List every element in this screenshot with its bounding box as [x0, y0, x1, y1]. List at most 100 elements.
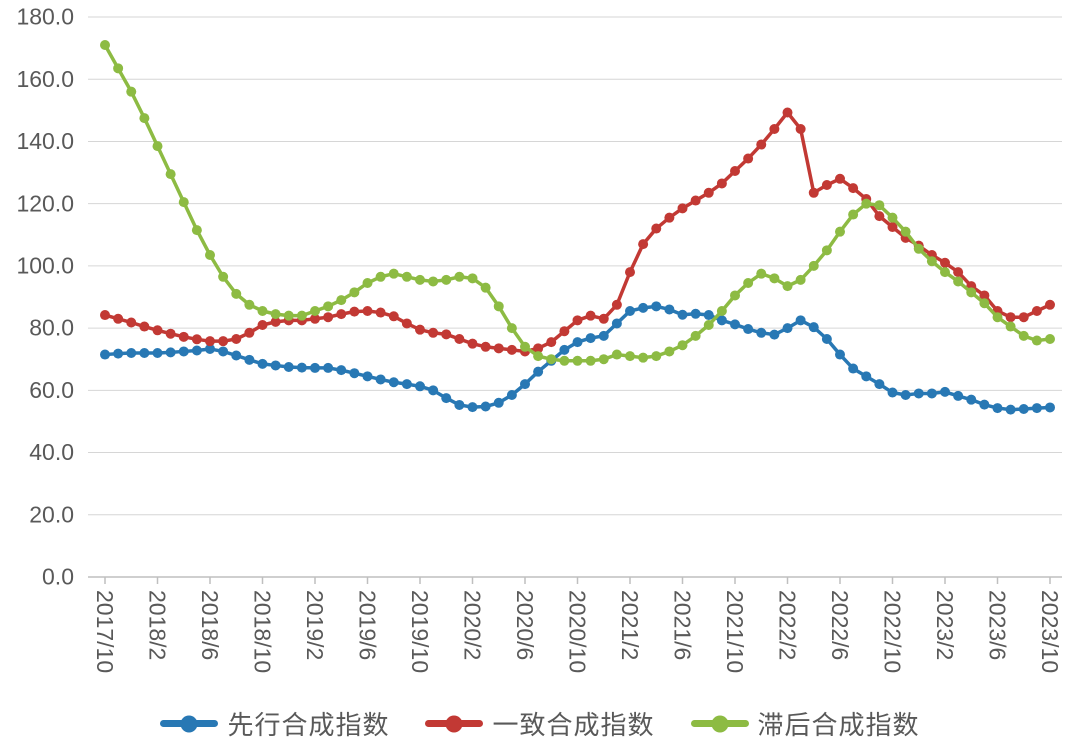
data-point	[572, 355, 583, 366]
data-point	[362, 371, 373, 382]
data-point	[992, 403, 1003, 414]
data-point	[100, 40, 110, 50]
data-point	[730, 166, 740, 176]
data-point	[900, 390, 911, 400]
data-point	[257, 306, 268, 316]
data-point	[1018, 404, 1029, 414]
data-point	[257, 358, 268, 369]
data-point	[388, 311, 399, 322]
data-point	[743, 324, 754, 335]
data-point	[611, 318, 622, 329]
data-point	[1005, 321, 1016, 332]
data-point	[1005, 312, 1016, 323]
leading-index-marker-icon	[160, 720, 219, 727]
data-point	[493, 301, 504, 312]
data-point	[756, 327, 767, 338]
y-tick-label: 100.0	[16, 252, 74, 278]
x-tick-label: 2018/6	[197, 590, 223, 660]
data-point	[782, 107, 793, 118]
data-point	[703, 320, 714, 330]
data-point	[651, 223, 662, 234]
data-point	[283, 362, 294, 372]
data-point	[664, 304, 675, 315]
data-point	[887, 387, 898, 398]
data-point	[310, 362, 320, 373]
data-point	[178, 346, 189, 357]
y-tick-label: 180.0	[16, 4, 74, 30]
data-point	[139, 321, 150, 332]
data-point	[388, 268, 399, 279]
data-point	[126, 348, 137, 358]
data-point	[244, 299, 255, 310]
data-point	[625, 306, 635, 316]
data-point	[611, 349, 622, 360]
x-tick-label: 2023/6	[984, 590, 1010, 660]
x-tick-label: 2019/2	[302, 590, 328, 660]
data-point	[323, 301, 334, 312]
data-point	[257, 320, 268, 330]
data-point	[415, 324, 425, 335]
data-point	[244, 354, 255, 365]
data-point	[782, 323, 793, 334]
x-tick-label: 2022/10	[879, 590, 905, 673]
data-point	[900, 226, 911, 237]
legend-label-leading-index: 先行合成指数	[227, 710, 390, 740]
data-point	[428, 276, 439, 287]
data-point	[336, 309, 347, 320]
data-point	[533, 366, 544, 377]
data-point	[428, 385, 439, 396]
data-point	[336, 295, 347, 306]
x-tick-label: 2020/2	[459, 590, 485, 660]
data-point	[454, 334, 465, 344]
data-point	[808, 187, 819, 198]
data-point	[979, 399, 990, 410]
x-axis	[88, 576, 1062, 584]
data-point	[966, 287, 977, 298]
data-point	[401, 271, 412, 282]
data-point	[690, 330, 701, 341]
y-tick-label: 140.0	[16, 128, 74, 154]
legend-label-coincident-index: 一致合成指数	[492, 710, 655, 740]
legend-item-leading-index: 先行合成指数	[160, 705, 389, 742]
data-point	[244, 327, 255, 338]
data-point	[231, 350, 242, 361]
data-point	[100, 349, 110, 360]
x-tick-label: 2022/2	[774, 590, 800, 660]
data-point	[926, 256, 937, 267]
data-point	[756, 139, 767, 150]
data-point	[375, 307, 386, 318]
data-point	[848, 363, 859, 374]
data-point	[887, 212, 898, 223]
data-point	[821, 245, 832, 256]
data-point	[336, 365, 347, 376]
data-point	[126, 317, 137, 328]
data-point	[848, 183, 859, 194]
data-point	[165, 169, 176, 180]
data-point	[1031, 306, 1042, 316]
data-point	[401, 318, 412, 329]
legend: 先行合成指数 一致合成指数 滞后合成指数	[0, 695, 1080, 752]
data-point	[415, 381, 425, 392]
data-point	[913, 388, 924, 399]
x-tick-label: 2021/2	[617, 590, 643, 660]
lagging-index-marker-icon	[690, 720, 749, 727]
data-point	[611, 299, 622, 310]
data-point	[178, 331, 189, 342]
data-point	[848, 209, 859, 220]
y-tick-label: 60.0	[29, 377, 74, 403]
data-point	[323, 362, 334, 373]
data-point	[546, 354, 557, 365]
data-point	[559, 326, 570, 337]
data-point	[480, 401, 491, 412]
data-point	[808, 322, 819, 333]
data-point	[572, 337, 583, 348]
data-point	[520, 341, 530, 352]
x-tick-label: 2022/6	[827, 590, 853, 660]
data-point	[1045, 402, 1055, 413]
data-point	[467, 338, 478, 349]
data-point	[585, 333, 596, 344]
legend-item-lagging-index: 滞后合成指数	[690, 705, 920, 742]
data-point	[533, 343, 544, 354]
data-point	[231, 288, 242, 299]
data-point	[178, 197, 189, 208]
